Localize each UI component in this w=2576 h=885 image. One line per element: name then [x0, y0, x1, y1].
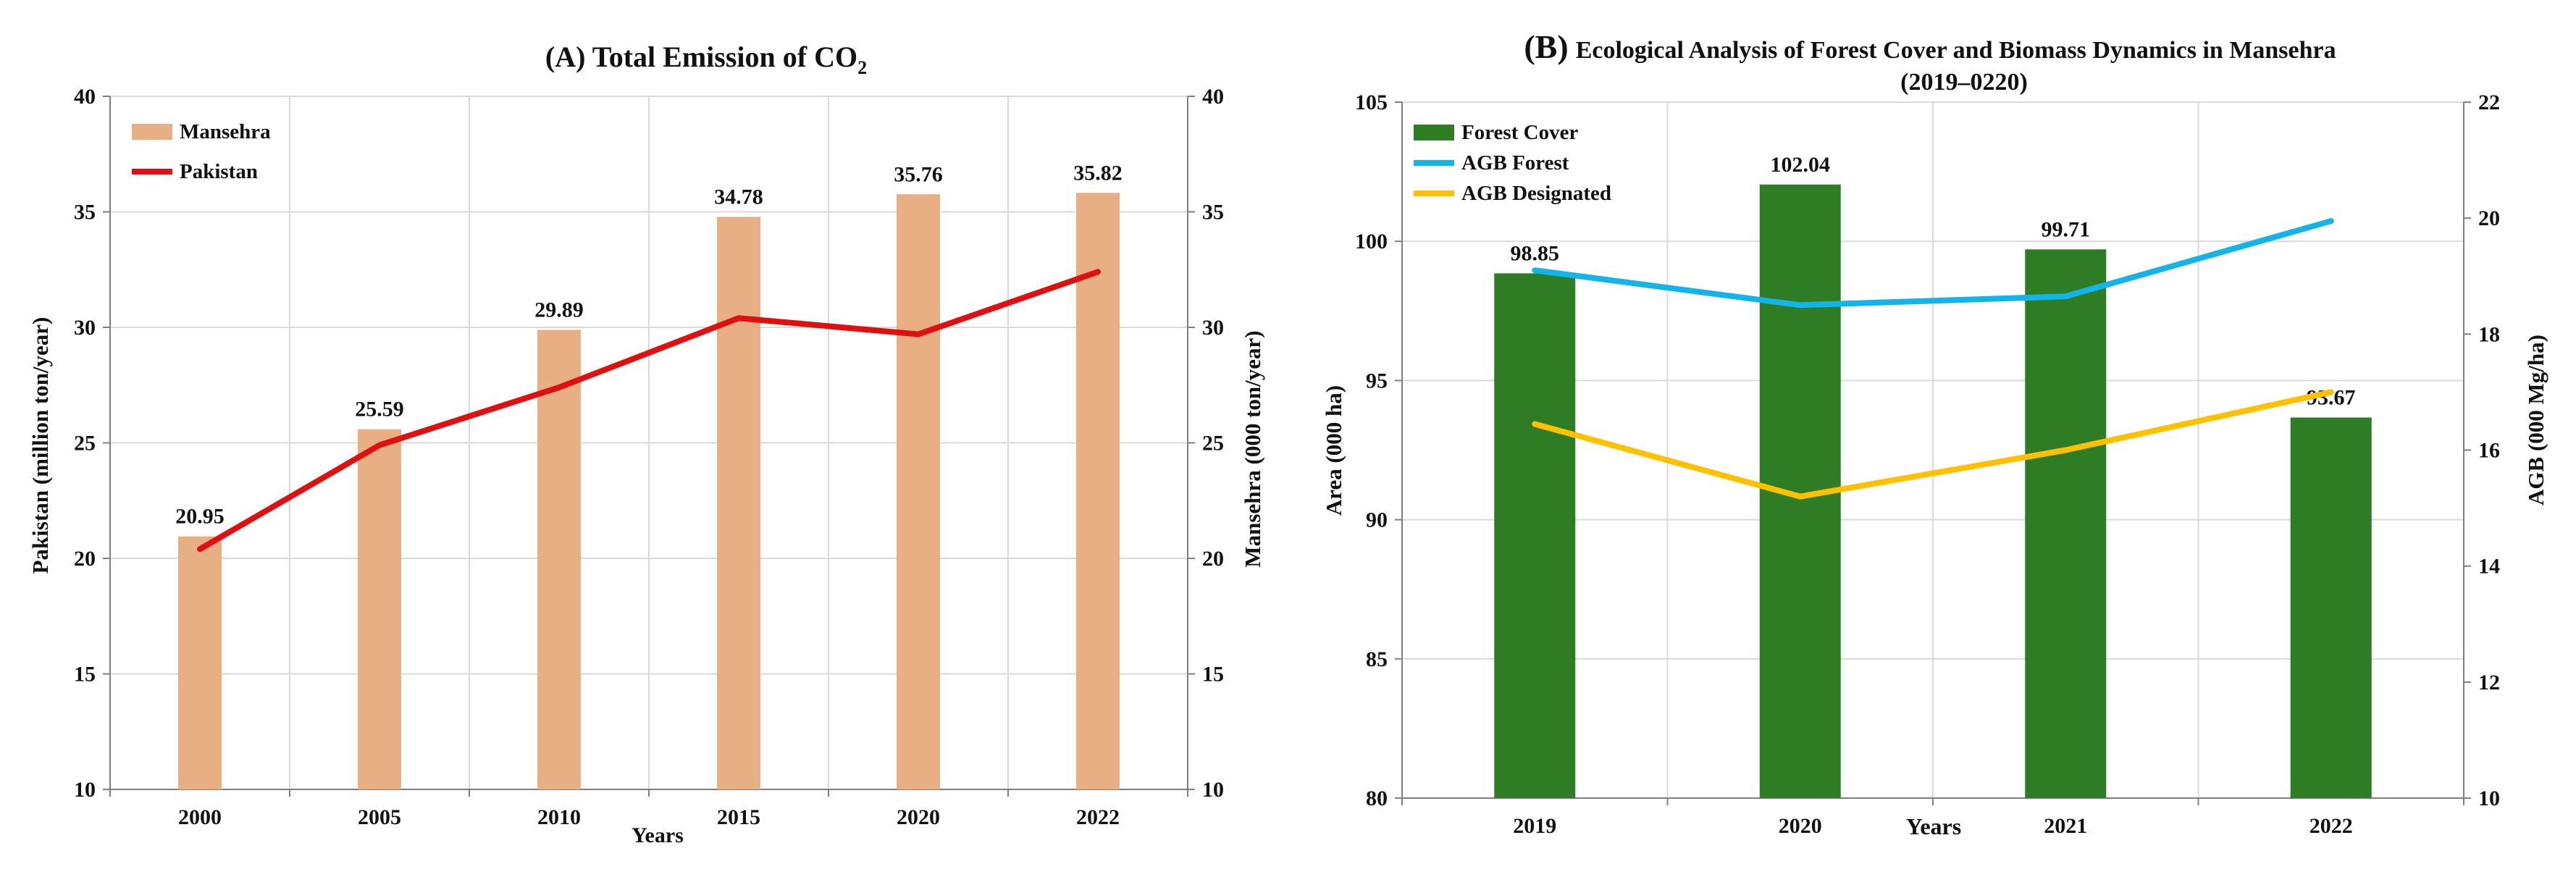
- chart-a-ytick-right: 10: [1202, 778, 1224, 802]
- chart-b-title-line1: (B) Ecological Analysis of Forest Cover a…: [1524, 28, 2336, 65]
- chart-a-data-label: 34.78: [714, 185, 763, 209]
- chart-a-bar-2022: [1076, 193, 1120, 789]
- chart-a-title-main: (A) Total Emission of CO: [545, 41, 857, 73]
- chart-b-bar-2021: [2025, 249, 2107, 798]
- chart-b-ytick-right: 16: [2478, 439, 2500, 463]
- chart-b-ytick-right: 22: [2478, 91, 2500, 114]
- chart-a-legend-swatch: [132, 124, 172, 140]
- chart-b-legend-label: AGB Designated: [1461, 182, 1611, 205]
- chart-b-ytick-right: 14: [2478, 555, 2500, 579]
- chart-b-legend-swatch: [1414, 125, 1454, 140]
- chart-a-xlabel: Years: [632, 823, 684, 847]
- chart-a-data-label: 35.76: [894, 162, 943, 186]
- chart-b-ytick-left: 105: [1355, 91, 1388, 114]
- chart-b-ytick-right: 20: [2478, 206, 2500, 230]
- chart-b-title-prefix: (B): [1524, 28, 1568, 65]
- chart-b-ylabel-right: AGB (000 Mg/ha): [2523, 335, 2548, 506]
- chart-b-ylabel-left: Area (000 ha): [1321, 385, 1346, 516]
- chart-b-ytick-right: 10: [2478, 787, 2500, 810]
- chart-b-data-label: 98.85: [1511, 241, 1560, 265]
- chart-a-ytick-right: 15: [1202, 663, 1224, 687]
- chart-a-xtick-label: 2015: [717, 805, 760, 829]
- chart-a-title: (A) Total Emission of CO2: [545, 41, 867, 78]
- chart-a-ytick-left: 30: [74, 316, 96, 340]
- chart-a-ytick-left: 25: [74, 432, 96, 456]
- chart-a-ytick-right: 35: [1202, 201, 1224, 225]
- chart-a-ytick-right: 25: [1202, 432, 1224, 456]
- chart-b-xtick-label: 2021: [2044, 814, 2087, 838]
- chart-a-legend-label: Mansehra: [180, 120, 271, 143]
- chart-a-xtick-label: 2022: [1076, 805, 1120, 829]
- chart-b-title-line2: (2019–0220): [1900, 69, 2028, 96]
- chart-a-ytick-left: 20: [74, 547, 96, 571]
- chart-b-bar-2022: [2290, 417, 2372, 798]
- chart-a-data-label: 25.59: [355, 398, 404, 421]
- chart-a-xtick-label: 2000: [178, 805, 222, 829]
- chart-b-xtick-label: 2020: [1779, 814, 1822, 838]
- chart-b-xtick-label: 2019: [1513, 814, 1556, 838]
- chart-a-ytick-right: 20: [1202, 547, 1224, 571]
- chart-a-data-label: 35.82: [1073, 161, 1123, 185]
- chart-a: 10 15 20 25 30 35 40 10 15 20 25 30 35 40 2000 2005 2010…: [74, 85, 1224, 829]
- chart-a-xtick-label: 2005: [358, 805, 401, 829]
- chart-b-ytick-left: 80: [1366, 787, 1388, 810]
- chart-b-ytick-left: 90: [1366, 508, 1388, 532]
- chart-b-legend-label: Forest Cover: [1461, 121, 1578, 144]
- chart-a-bar-2010: [537, 330, 581, 789]
- chart-b-xlabel: Years: [1906, 813, 1961, 839]
- chart-b-bar-2019: [1494, 273, 1576, 798]
- chart-a-ytick-left: 15: [74, 663, 96, 687]
- chart-a-legend-label: Pakistan: [180, 160, 258, 183]
- chart-b-line-agb-forest: [1532, 218, 2334, 309]
- chart-a-title-subscript: 2: [857, 57, 867, 78]
- chart-a-data-label: 20.95: [175, 505, 225, 529]
- chart-a-ytick-right: 30: [1202, 316, 1224, 340]
- chart-b-ytick-left: 95: [1366, 369, 1388, 393]
- chart-b-data-label: 102.04: [1771, 153, 1831, 177]
- chart-b-xtick-label: 2022: [2309, 814, 2353, 838]
- chart-b-ytick-left: 100: [1355, 230, 1388, 253]
- chart-a-ylabel-left: Pakistan (million ton/year): [28, 317, 53, 574]
- chart-a-ytick-right: 40: [1202, 85, 1224, 109]
- chart-b-ytick-left: 85: [1366, 647, 1388, 671]
- chart-b-title-text: Ecological Analysis of Forest Cover and …: [1576, 37, 2336, 64]
- chart-a-ytick-left: 40: [74, 85, 96, 109]
- chart-a-bar-2020: [897, 194, 940, 790]
- chart-b-data-label: 99.71: [2042, 217, 2091, 241]
- chart-a-bar-2005: [358, 429, 401, 789]
- chart-a-xtick-label: 2010: [537, 805, 581, 829]
- chart-a-data-label: 29.89: [534, 298, 584, 322]
- chart-b-ytick-right: 12: [2478, 671, 2500, 695]
- chart-b-legend-label: AGB Forest: [1461, 151, 1569, 175]
- chart-a-bar-2015: [717, 217, 760, 789]
- chart-a-bar-2000: [178, 536, 222, 789]
- chart-a-line-pakistan: [197, 269, 1101, 553]
- chart-b-ytick-right: 18: [2478, 322, 2500, 346]
- chart-b-line-agb-designated: [1532, 389, 2334, 500]
- chart-a-ytick-left: 35: [74, 201, 96, 225]
- chart-a-ytick-left: 10: [74, 778, 96, 802]
- chart-a-ylabel-right: Mansehra (000 ton/year): [1240, 330, 1265, 567]
- chart-a-xtick-label: 2020: [897, 805, 940, 829]
